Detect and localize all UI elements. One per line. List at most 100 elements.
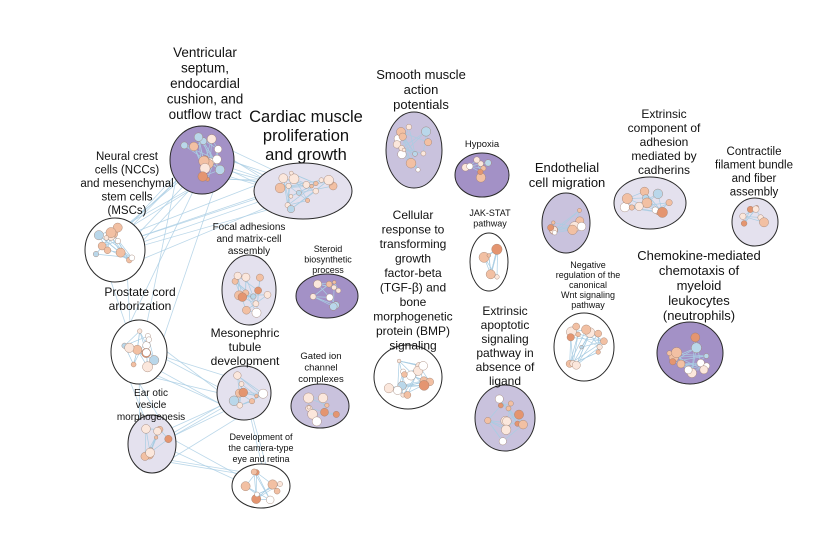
gene-node xyxy=(594,329,602,338)
gene-node xyxy=(313,279,322,289)
gene-node xyxy=(92,251,99,258)
cluster-eom[interactable] xyxy=(127,414,177,474)
intra-edge xyxy=(570,337,574,364)
gene-node xyxy=(484,417,492,424)
gene-node xyxy=(212,154,222,164)
gene-node xyxy=(252,300,260,307)
gene-node xyxy=(313,180,319,186)
cluster-label-line: Contractile xyxy=(727,146,782,158)
gene-node xyxy=(228,395,240,406)
cluster-label-line: Chemokine-mediated xyxy=(637,248,761,263)
cluster-label-line: Cellular xyxy=(393,208,434,222)
cluster-label-line: process xyxy=(312,265,344,275)
gene-node xyxy=(403,391,412,399)
cluster-label-line: mediated by xyxy=(631,149,696,163)
gene-node xyxy=(233,371,242,380)
gene-node xyxy=(596,344,603,350)
gene-node xyxy=(193,132,203,142)
gene-node xyxy=(180,141,189,150)
gene-node xyxy=(634,201,644,211)
cluster-label-line: ligand xyxy=(489,374,521,388)
intra-edge xyxy=(112,233,133,259)
gene-node xyxy=(277,481,283,487)
gene-node xyxy=(397,358,402,364)
gene-node xyxy=(233,271,242,280)
cluster-mtd[interactable] xyxy=(216,365,272,421)
cluster-layer xyxy=(84,111,779,509)
gene-node xyxy=(256,273,264,282)
gene-node xyxy=(401,371,408,378)
gene-node xyxy=(421,126,431,137)
cluster-eap[interactable] xyxy=(474,384,536,452)
gene-node xyxy=(254,394,259,399)
cluster-dce[interactable] xyxy=(231,463,291,509)
gene-node xyxy=(309,293,317,300)
cluster-label-ncc: Neural crest cells (NCCs) and mesenchymal s… xyxy=(80,151,173,217)
intra-edge xyxy=(237,375,263,396)
intra-edge xyxy=(241,383,257,397)
cluster-label-line: Extrinsic xyxy=(641,107,686,121)
cluster-ncc[interactable] xyxy=(84,217,146,283)
gene-node xyxy=(242,306,251,315)
gene-node xyxy=(103,246,112,254)
intra-edge xyxy=(569,337,572,364)
gene-node xyxy=(273,487,281,495)
intra-edge xyxy=(245,277,257,304)
edge-ncc-cmpg xyxy=(126,202,279,267)
gene-node xyxy=(114,237,121,244)
gene-node xyxy=(302,181,311,189)
cluster-label-line: protein (BMP) xyxy=(376,324,450,338)
gene-node xyxy=(238,381,245,387)
gene-node xyxy=(641,197,653,209)
cluster-label-line: response to xyxy=(382,223,445,237)
intra-edge xyxy=(499,398,518,424)
cluster-label-fam: Focal adhesions and matrix-cell assembly xyxy=(213,222,286,257)
gene-node xyxy=(154,435,159,440)
cluster-label-line: morphogenetic xyxy=(373,310,452,324)
cluster-ellipse xyxy=(731,197,779,247)
cluster-cmpg[interactable] xyxy=(253,162,353,220)
label-layer: Ventricular septum, endocardial cushion, an… xyxy=(80,45,793,464)
intra-edge xyxy=(575,332,591,366)
gene-node xyxy=(318,177,325,183)
intra-edge xyxy=(388,380,424,389)
cluster-label-line: development xyxy=(211,354,280,368)
cluster-label-line: Gated ion xyxy=(300,351,341,362)
cluster-label-line: Endothelial xyxy=(535,160,599,175)
cluster-ecm[interactable] xyxy=(541,192,591,254)
gene-node xyxy=(312,188,319,195)
gene-node xyxy=(639,186,650,197)
gene-node xyxy=(628,204,635,211)
intra-edge xyxy=(576,333,599,366)
cluster-ecc[interactable] xyxy=(613,176,687,230)
cluster-gic[interactable] xyxy=(290,383,350,429)
gene-node xyxy=(401,147,407,153)
cluster-smap[interactable] xyxy=(385,111,443,189)
cluster-label-line: adhesion xyxy=(640,135,689,149)
gene-node xyxy=(197,171,208,182)
cluster-fam[interactable] xyxy=(221,254,277,326)
intra-edge xyxy=(408,126,416,154)
cluster-label-line: proliferation xyxy=(263,127,349,145)
cluster-wnt[interactable] xyxy=(553,312,615,382)
cluster-pca[interactable] xyxy=(110,319,168,385)
cluster-tgf[interactable] xyxy=(373,344,443,410)
cluster-cmc[interactable] xyxy=(656,321,724,385)
gene-node xyxy=(296,189,302,196)
gene-node xyxy=(288,194,294,199)
cluster-label-cmpg: Cardiac muscle proliferation and growth xyxy=(249,108,363,164)
gene-node xyxy=(393,140,402,149)
gene-node xyxy=(311,416,322,427)
gene-node xyxy=(498,402,504,409)
cluster-label-line: and mesenchymal xyxy=(80,178,173,190)
cluster-vsec[interactable] xyxy=(169,125,235,195)
cluster-label-line: signaling xyxy=(481,332,528,346)
cluster-cfb[interactable] xyxy=(731,197,779,247)
gene-node xyxy=(684,365,693,375)
cluster-hyp[interactable] xyxy=(454,152,510,198)
gene-node xyxy=(236,402,243,409)
cluster-jak[interactable] xyxy=(469,232,509,292)
gene-node xyxy=(128,254,136,261)
cluster-sbp[interactable] xyxy=(295,273,359,319)
